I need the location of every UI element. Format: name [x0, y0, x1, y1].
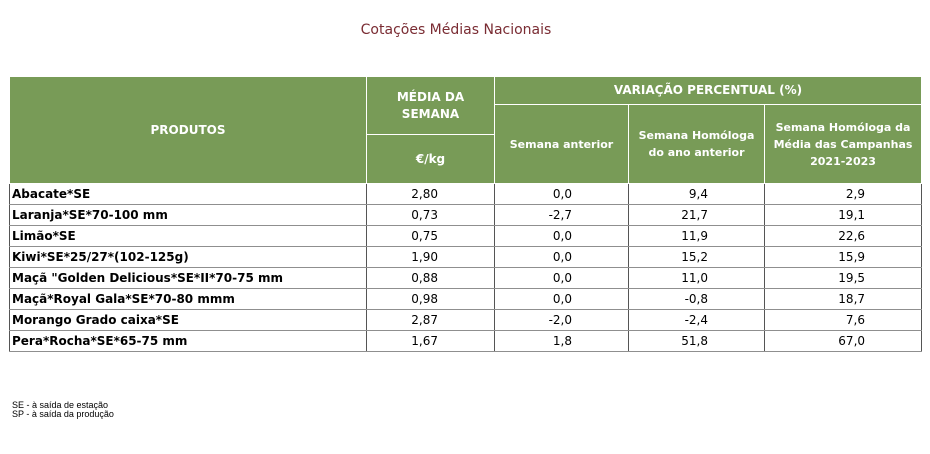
cell-ano-anterior: 15,2: [628, 246, 765, 268]
cell-media-campanhas: 22,6: [763, 225, 923, 247]
cell-ano-anterior: -0,8: [628, 288, 765, 310]
cell-media-campanhas: 19,1: [763, 204, 923, 226]
cell-media-campanhas: 18,7: [763, 288, 923, 310]
cell-ano-anterior: 9,4: [628, 183, 765, 205]
header-semana-anterior: Semana anterior: [494, 104, 629, 184]
table-row: Kiwi*SE*25/27*(102-125g) 1,90 0,0 15,2 1…: [9, 246, 923, 268]
cell-semana-anterior: 0,0: [494, 183, 629, 205]
cell-produto: Abacate*SE: [9, 183, 367, 205]
cell-media: 2,87: [366, 309, 495, 331]
cell-produto: Laranja*SE*70-100 mm: [9, 204, 367, 226]
cell-media: 1,67: [366, 330, 495, 352]
table-row: Morango Grado caixa*SE 2,87 -2,0 -2,4 7,…: [9, 309, 923, 331]
cell-produto: Kiwi*SE*25/27*(102-125g): [9, 246, 367, 268]
cell-semana-anterior: 0,0: [494, 288, 629, 310]
cell-semana-anterior: 0,0: [494, 225, 629, 247]
header-homologa-ano-anterior: Semana Homóloga do ano anterior: [628, 104, 765, 184]
cell-produto: Morango Grado caixa*SE: [9, 309, 367, 331]
cell-produto: Pera*Rocha*SE*65-75 mm: [9, 330, 367, 352]
cell-media: 2,80: [366, 183, 495, 205]
cell-media: 0,73: [366, 204, 495, 226]
cell-media-campanhas: 2,9: [763, 183, 923, 205]
cell-media-campanhas: 15,9: [763, 246, 923, 268]
header-produtos: PRODUTOS: [9, 76, 367, 184]
table-row: Pera*Rocha*SE*65-75 mm 1,67 1,8 51,8 67,…: [9, 330, 923, 352]
header-unit: €/kg: [366, 134, 495, 184]
cell-media-campanhas: 67,0: [763, 330, 923, 352]
cell-ano-anterior: 51,8: [628, 330, 765, 352]
footnote-se: SE - à saída de estação: [12, 400, 109, 410]
cell-media: 0,98: [366, 288, 495, 310]
cell-media-campanhas: 7,6: [763, 309, 923, 331]
cell-semana-anterior: -2,0: [494, 309, 629, 331]
header-homologa-media-campanhas: Semana Homóloga da Média das Campanhas 2…: [763, 104, 923, 184]
page-title: Cotações Médias Nacionais: [360, 22, 552, 38]
table-body: Abacate*SE 2,80 0,0 9,4 2,9 Laranja*SE*7…: [9, 183, 923, 352]
cell-ano-anterior: 11,0: [628, 267, 765, 289]
cell-media: 0,88: [366, 267, 495, 289]
price-table: PRODUTOS MÉDIA DA SEMANA VARIAÇÃO PERCEN…: [9, 76, 923, 352]
cell-semana-anterior: 0,0: [494, 267, 629, 289]
cell-semana-anterior: -2,7: [494, 204, 629, 226]
cell-media: 0,75: [366, 225, 495, 247]
cell-semana-anterior: 0,0: [494, 246, 629, 268]
cell-ano-anterior: 21,7: [628, 204, 765, 226]
cell-produto: Maçã*Royal Gala*SE*70-80 mmm: [9, 288, 367, 310]
table-row: Maçã "Golden Delicious*SE*II*70-75 mm 0,…: [9, 267, 923, 289]
cell-media: 1,90: [366, 246, 495, 268]
header-media-semana: MÉDIA DA SEMANA: [366, 76, 495, 135]
table-row: Limão*SE 0,75 0,0 11,9 22,6: [9, 225, 923, 247]
cell-produto: Maçã "Golden Delicious*SE*II*70-75 mm: [9, 267, 367, 289]
cell-ano-anterior: -2,4: [628, 309, 765, 331]
table-row: Maçã*Royal Gala*SE*70-80 mmm 0,98 0,0 -0…: [9, 288, 923, 310]
cell-ano-anterior: 11,9: [628, 225, 765, 247]
footnote-sp: SP - à saída da produção: [12, 409, 114, 419]
cell-semana-anterior: 1,8: [494, 330, 629, 352]
table-row: Abacate*SE 2,80 0,0 9,4 2,9: [9, 183, 923, 205]
header-variacao-percentual: VARIAÇÃO PERCENTUAL (%): [493, 76, 923, 105]
cell-media-campanhas: 19,5: [763, 267, 923, 289]
cell-produto: Limão*SE: [9, 225, 367, 247]
table-row: Laranja*SE*70-100 mm 0,73 -2,7 21,7 19,1: [9, 204, 923, 226]
